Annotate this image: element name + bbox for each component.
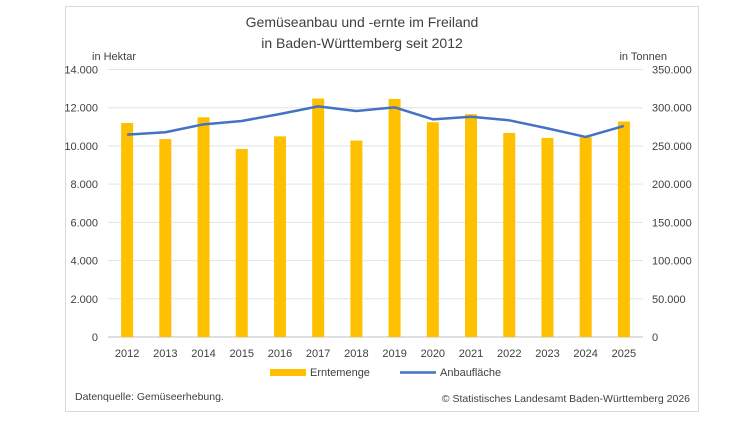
- left-tick-label: 12.000: [64, 103, 98, 115]
- x-tick-label: 2019: [382, 348, 406, 360]
- x-tick-label: 2013: [153, 348, 177, 360]
- x-tick-label: 2014: [191, 348, 215, 360]
- x-tick-label: 2018: [344, 348, 368, 360]
- x-tick-label: 2017: [306, 348, 330, 360]
- legend-swatch-erntemenge: [270, 369, 306, 376]
- x-tick-label: 2021: [459, 348, 483, 360]
- chart-title-line-2: in Baden-Württemberg seit 2012: [261, 35, 463, 51]
- right-tick-label: 200.000: [652, 179, 692, 191]
- left-tick-label: 4.000: [70, 256, 98, 268]
- bar-2018: [350, 140, 363, 337]
- x-tick-label: 2020: [421, 348, 445, 360]
- x-tick-label: 2022: [497, 348, 521, 360]
- bar-2012: [121, 123, 134, 337]
- legend-label-erntemenge: Erntemenge: [310, 367, 370, 379]
- bar-2014: [197, 117, 210, 338]
- line-anbauflaeche: [127, 105, 625, 139]
- left-tick-label: 10.000: [64, 141, 98, 153]
- left-tick-label: 14.000: [64, 65, 98, 77]
- x-tick-label: 2015: [230, 348, 254, 360]
- source-note: Datenquelle: Gemüseerhebung.: [75, 391, 224, 403]
- legend-label-anbauflaeche: Anbaufläche: [440, 367, 501, 379]
- right-tick-label: 150.000: [652, 217, 692, 229]
- right-tick-label: 300.000: [652, 103, 692, 115]
- bar-2013: [159, 139, 172, 337]
- right-tick-label: 350.000: [652, 65, 692, 77]
- right-tick-label: 0: [652, 332, 658, 344]
- bar-2023: [541, 137, 554, 337]
- bar-2021: [465, 114, 478, 337]
- right-tick-label: 250.000: [652, 141, 692, 153]
- bar-2025: [617, 121, 630, 337]
- x-tick-label: 2024: [573, 348, 597, 360]
- chart-title-line-1: Gemüseanbau und -ernte im Freiland: [246, 14, 479, 30]
- left-tick-label: 6.000: [70, 217, 98, 229]
- x-tick-label: 2023: [535, 348, 559, 360]
- copyright-note: © Statistisches Landesamt Baden-Württemb…: [442, 393, 690, 405]
- bar-2016: [273, 136, 286, 337]
- legend: Erntemenge Anbaufläche: [270, 367, 501, 379]
- x-tick-label: 2016: [268, 348, 292, 360]
- bar-2017: [312, 98, 325, 338]
- left-tick-label: 0: [92, 332, 98, 344]
- left-axis-label: in Hektar: [92, 51, 136, 63]
- left-tick-label: 2.000: [70, 294, 98, 306]
- bar-2019: [388, 98, 401, 337]
- bar-2022: [503, 132, 516, 337]
- left-tick-label: 8.000: [70, 179, 98, 191]
- x-tick-label: 2025: [612, 348, 636, 360]
- bar-2015: [235, 148, 248, 337]
- bar-2024: [579, 137, 592, 337]
- right-tick-label: 50.000: [652, 294, 686, 306]
- x-tick-label: 2012: [115, 348, 139, 360]
- bar-2020: [426, 122, 439, 337]
- right-axis-label: in Tonnen: [619, 51, 667, 63]
- right-tick-label: 100.000: [652, 256, 692, 268]
